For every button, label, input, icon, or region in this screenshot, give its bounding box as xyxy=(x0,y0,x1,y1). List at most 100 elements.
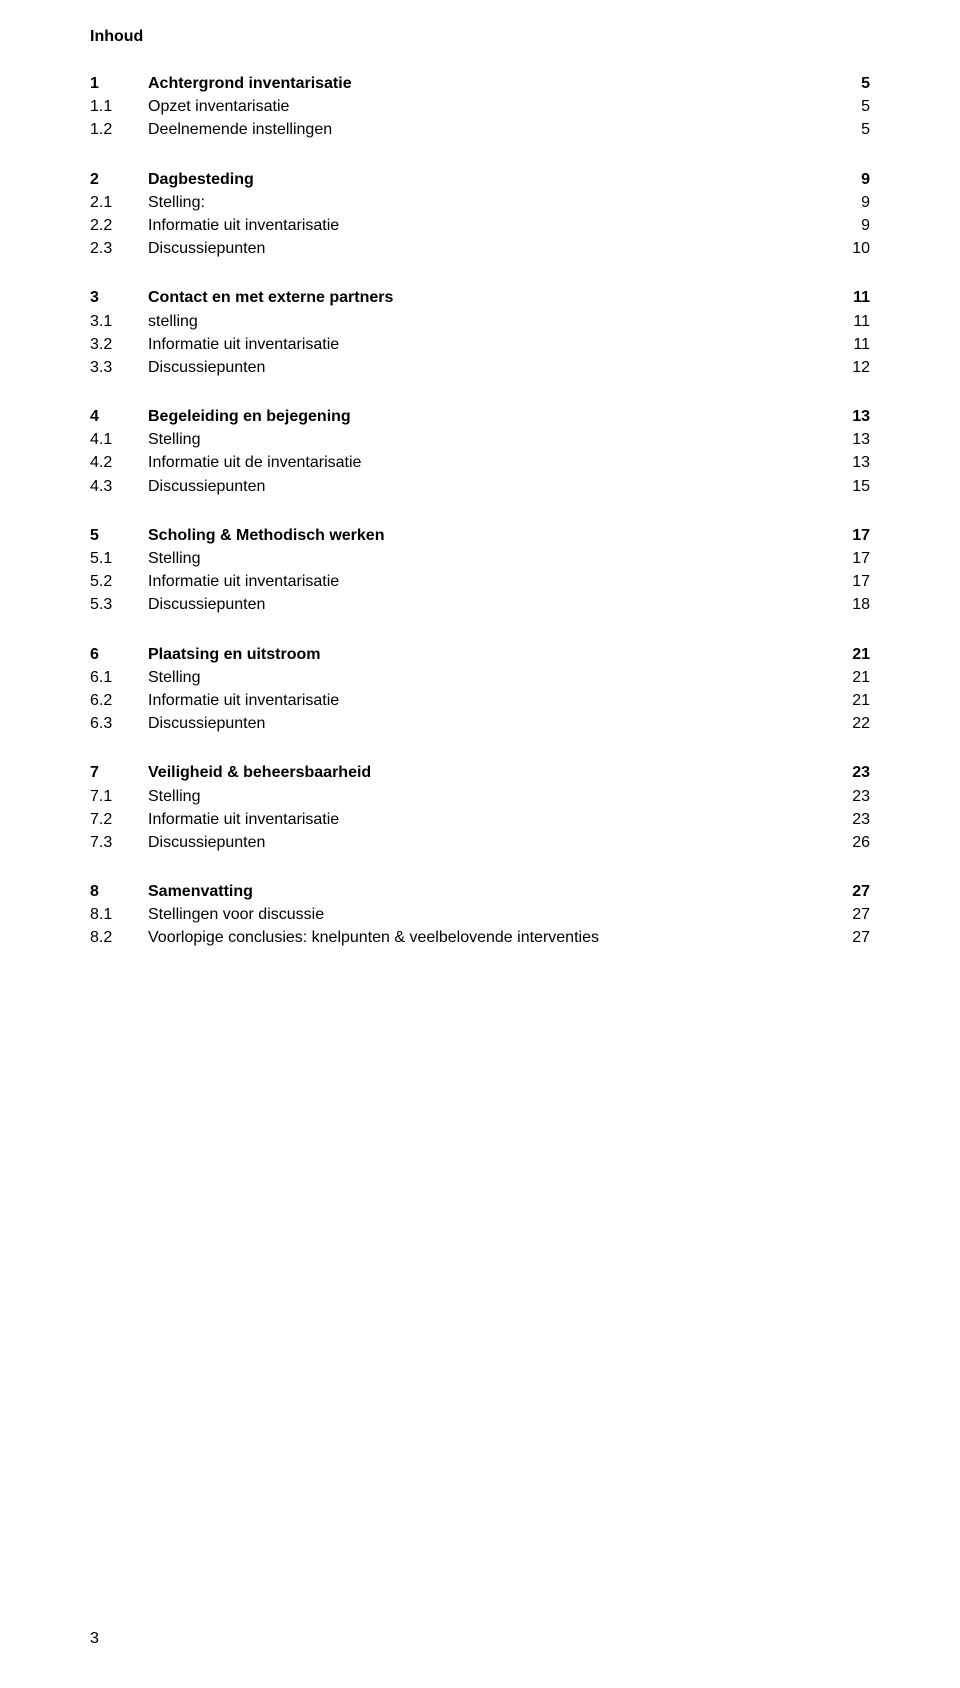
toc-item: 6.2Informatie uit inventarisatie21 xyxy=(90,689,870,712)
toc-head-page: 13 xyxy=(830,405,870,428)
toc-head-page: 5 xyxy=(830,72,870,95)
toc-head-number: 6 xyxy=(90,643,148,666)
toc-item: 4.2Informatie uit de inventarisatie13 xyxy=(90,451,870,474)
toc-section-head: 7Veiligheid & beheersbaarheid23 xyxy=(90,761,870,784)
toc-item: 5.2Informatie uit inventarisatie17 xyxy=(90,570,870,593)
toc-item: 3.1stelling11 xyxy=(90,310,870,333)
toc-section-head: 6Plaatsing en uitstroom21 xyxy=(90,643,870,666)
toc-item-label: Stelling: xyxy=(148,191,830,214)
toc-item-label: Stelling xyxy=(148,666,830,689)
toc-item-label: Stelling xyxy=(148,785,830,808)
toc-section: 6Plaatsing en uitstroom216.1Stelling216.… xyxy=(90,643,870,736)
toc-item-label: Discussiepunten xyxy=(148,593,830,616)
toc-item-label: Informatie uit inventarisatie xyxy=(148,689,830,712)
toc-head-number: 2 xyxy=(90,168,148,191)
toc-head-page: 11 xyxy=(830,286,870,309)
toc-item-number: 5.3 xyxy=(90,593,148,616)
toc-item-label: Discussiepunten xyxy=(148,831,830,854)
toc-item-page: 27 xyxy=(830,903,870,926)
toc-item-page: 26 xyxy=(830,831,870,854)
toc-body: 1Achtergrond inventarisatie51.1Opzet inv… xyxy=(90,72,870,950)
toc-head-label: Samenvatting xyxy=(148,880,830,903)
toc-item: 5.3Discussiepunten18 xyxy=(90,593,870,616)
toc-item-label: Discussiepunten xyxy=(148,237,830,260)
toc-item: 5.1Stelling17 xyxy=(90,547,870,570)
toc-head-number: 3 xyxy=(90,286,148,309)
toc-item: 1.1Opzet inventarisatie5 xyxy=(90,95,870,118)
toc-item-page: 5 xyxy=(830,118,870,141)
toc-head-label: Plaatsing en uitstroom xyxy=(148,643,830,666)
toc-item-page: 18 xyxy=(830,593,870,616)
toc-item-label: Informatie uit de inventarisatie xyxy=(148,451,830,474)
toc-item-label: Stelling xyxy=(148,428,830,451)
toc-item: 6.1Stelling21 xyxy=(90,666,870,689)
toc-head-label: Veiligheid & beheersbaarheid xyxy=(148,761,830,784)
toc-item-number: 3.1 xyxy=(90,310,148,333)
toc-item-number: 4.1 xyxy=(90,428,148,451)
toc-item-number: 7.3 xyxy=(90,831,148,854)
toc-item: 6.3Discussiepunten22 xyxy=(90,712,870,735)
toc-head-label: Contact en met externe partners xyxy=(148,286,830,309)
toc-head-label: Begeleiding en bejegening xyxy=(148,405,830,428)
toc-item-number: 7.1 xyxy=(90,785,148,808)
toc-item-label: Voorlopige conclusies: knelpunten & veel… xyxy=(148,926,830,949)
toc-section-head: 1Achtergrond inventarisatie5 xyxy=(90,72,870,95)
toc-item-number: 8.1 xyxy=(90,903,148,926)
toc-item-page: 21 xyxy=(830,666,870,689)
toc-section: 1Achtergrond inventarisatie51.1Opzet inv… xyxy=(90,72,870,142)
toc-item: 2.1Stelling:9 xyxy=(90,191,870,214)
toc-item-number: 3.2 xyxy=(90,333,148,356)
toc-item-page: 13 xyxy=(830,451,870,474)
toc-item-label: Informatie uit inventarisatie xyxy=(148,570,830,593)
toc-item-number: 8.2 xyxy=(90,926,148,949)
toc-item: 7.2Informatie uit inventarisatie23 xyxy=(90,808,870,831)
toc-head-number: 5 xyxy=(90,524,148,547)
toc-section: 2Dagbesteding92.1Stelling:92.2Informatie… xyxy=(90,168,870,261)
toc-head-label: Scholing & Methodisch werken xyxy=(148,524,830,547)
toc-item-label: Stelling xyxy=(148,547,830,570)
toc-item-number: 4.2 xyxy=(90,451,148,474)
toc-item-number: 2.2 xyxy=(90,214,148,237)
toc-item-page: 9 xyxy=(830,214,870,237)
toc-item-page: 9 xyxy=(830,191,870,214)
toc-item-number: 3.3 xyxy=(90,356,148,379)
toc-item-label: Discussiepunten xyxy=(148,356,830,379)
toc-item: 7.3Discussiepunten26 xyxy=(90,831,870,854)
toc-item-page: 23 xyxy=(830,785,870,808)
toc-item-page: 12 xyxy=(830,356,870,379)
toc-item-number: 6.1 xyxy=(90,666,148,689)
toc-item-page: 17 xyxy=(830,570,870,593)
toc-head-label: Achtergrond inventarisatie xyxy=(148,72,830,95)
toc-item: 3.3Discussiepunten12 xyxy=(90,356,870,379)
toc-item: 2.2Informatie uit inventarisatie9 xyxy=(90,214,870,237)
toc-section-head: 3Contact en met externe partners11 xyxy=(90,286,870,309)
toc-item-number: 1.2 xyxy=(90,118,148,141)
toc-item: 4.1Stelling13 xyxy=(90,428,870,451)
toc-item: 2.3Discussiepunten10 xyxy=(90,237,870,260)
toc-item-page: 15 xyxy=(830,475,870,498)
toc-section: 4Begeleiding en bejegening134.1Stelling1… xyxy=(90,405,870,498)
toc-head-label: Dagbesteding xyxy=(148,168,830,191)
toc-item: 7.1Stelling23 xyxy=(90,785,870,808)
toc-section: 8Samenvatting278.1Stellingen voor discus… xyxy=(90,880,870,950)
toc-item-number: 4.3 xyxy=(90,475,148,498)
toc-head-page: 21 xyxy=(830,643,870,666)
toc-item-number: 2.1 xyxy=(90,191,148,214)
toc-item-label: Informatie uit inventarisatie xyxy=(148,808,830,831)
toc-item: 8.1Stellingen voor discussie27 xyxy=(90,903,870,926)
toc-item: 1.2Deelnemende instellingen5 xyxy=(90,118,870,141)
toc-section: 7Veiligheid & beheersbaarheid237.1Stelli… xyxy=(90,761,870,854)
toc-head-number: 7 xyxy=(90,761,148,784)
toc-item-label: Deelnemende instellingen xyxy=(148,118,830,141)
toc-head-page: 17 xyxy=(830,524,870,547)
toc-item: 4.3Discussiepunten15 xyxy=(90,475,870,498)
toc-title: Inhoud xyxy=(90,28,870,46)
toc-item-number: 7.2 xyxy=(90,808,148,831)
toc-item-label: stelling xyxy=(148,310,830,333)
toc-section-head: 4Begeleiding en bejegening13 xyxy=(90,405,870,428)
toc-section: 5Scholing & Methodisch werken175.1Stelli… xyxy=(90,524,870,617)
toc-head-page: 9 xyxy=(830,168,870,191)
toc-section-head: 8Samenvatting27 xyxy=(90,880,870,903)
toc-item-page: 13 xyxy=(830,428,870,451)
toc-item-number: 1.1 xyxy=(90,95,148,118)
